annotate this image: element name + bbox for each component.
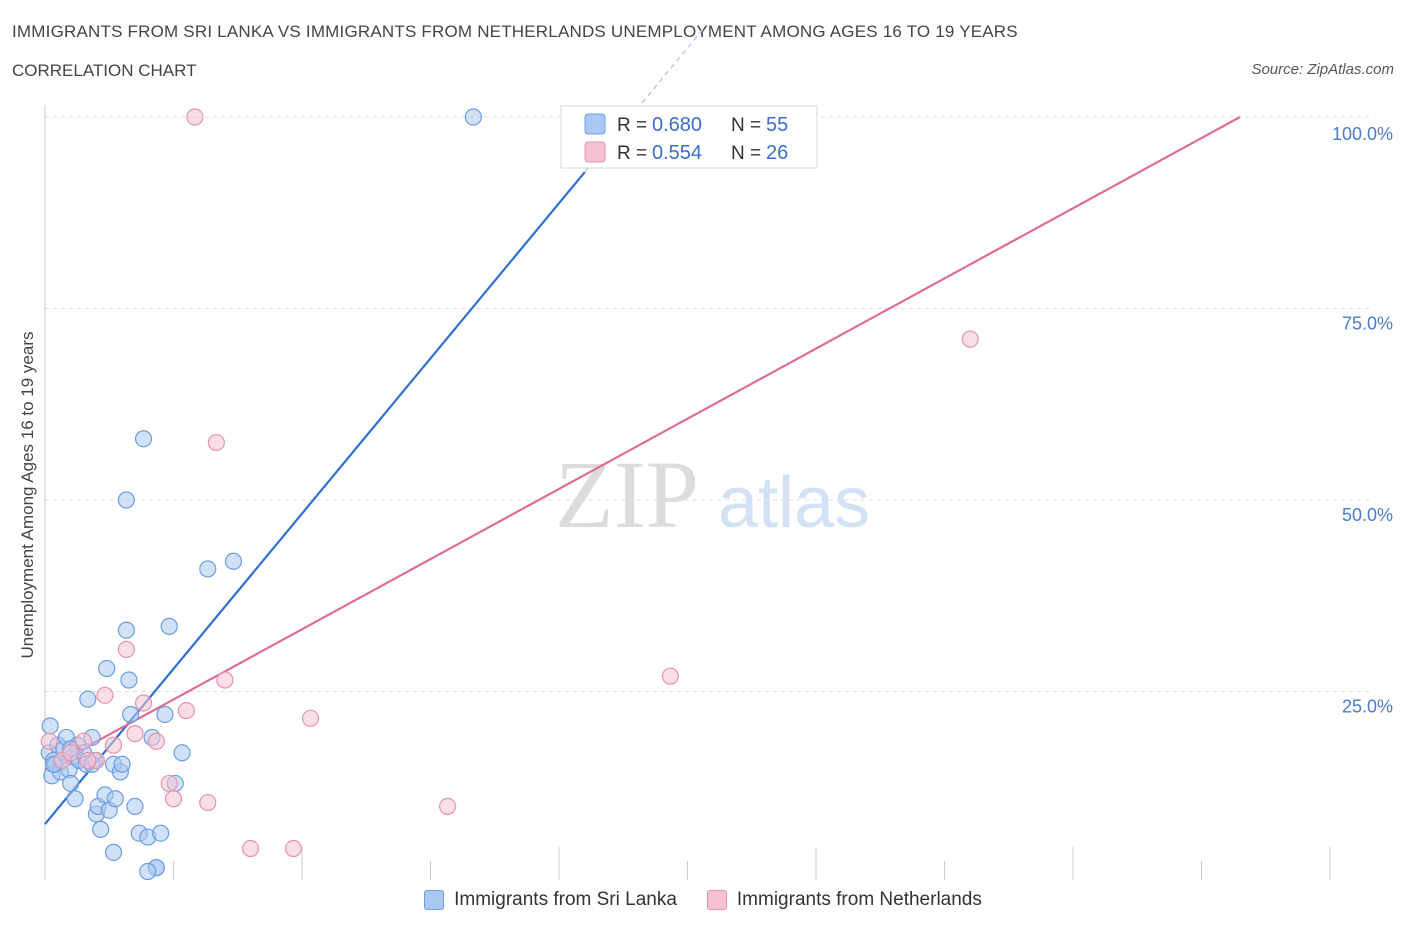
legend-item-sri-lanka: Immigrants from Sri Lanka	[424, 889, 677, 911]
legend-n-value-2: 26	[766, 142, 788, 164]
y-tick-label-1: 50.0%	[1342, 505, 1393, 525]
point-s1-19	[284, 839, 303, 858]
legend-n-value-1: 55	[766, 114, 788, 136]
point-s0-30	[113, 755, 131, 773]
legend-label-sri-lanka: Immigrants from Sri Lanka	[454, 889, 677, 910]
point-s0-47	[139, 862, 157, 880]
chart-subtitle: CORRELATION CHART	[12, 61, 197, 80]
point-s1-12	[164, 790, 183, 808]
point-s0-31	[117, 621, 135, 639]
point-s1-10	[147, 732, 165, 750]
legend-r-label-1: R =	[617, 115, 647, 136]
correlation-legend: R = 0.680 N = 55 R = 0.554 N = 26	[560, 105, 818, 169]
point-s1-2	[62, 744, 80, 762]
point-s1-3	[74, 732, 93, 750]
source-note: Source: ZipAtlas.com	[1251, 61, 1394, 78]
point-s1-18	[242, 839, 260, 858]
point-s0-36	[134, 430, 153, 448]
point-s1-20	[301, 709, 320, 727]
point-s0-51	[464, 108, 482, 126]
legend-n-label-1: N =	[731, 115, 761, 136]
point-s1-11	[160, 774, 178, 793]
trend-line-1	[44, 116, 1241, 771]
point-s0-28	[106, 790, 124, 808]
legend-r-label-2: R =	[617, 143, 647, 164]
point-s0-11	[62, 774, 80, 793]
point-s0-45	[117, 491, 135, 509]
point-s0-33	[122, 705, 140, 724]
point-s1-6	[104, 736, 123, 754]
watermark: ZIP atlas	[555, 441, 870, 548]
point-s1-23	[661, 667, 679, 685]
point-s0-42	[160, 617, 178, 635]
legend-r-value-1: 0.680	[652, 114, 702, 136]
y-tick-label-2: 75.0%	[1342, 314, 1393, 334]
point-s1-17	[216, 671, 234, 689]
y-tick-label-3: 100.0%	[1332, 124, 1393, 144]
point-s1-25	[79, 751, 97, 770]
series-legend: Immigrants from Sri Lanka Immigrants fro…	[0, 889, 1406, 911]
point-s0-13	[66, 790, 84, 808]
legend-swatch-sri-lanka-bottom	[424, 890, 445, 910]
watermark-zip: ZIP	[555, 441, 699, 548]
point-s0-49	[199, 560, 217, 578]
legend-r-value-2: 0.554	[652, 142, 702, 164]
point-s1-7	[117, 640, 135, 658]
point-s1-21	[439, 797, 457, 816]
point-s1-0	[40, 732, 58, 750]
point-s0-40	[152, 824, 170, 842]
chart-title: IMMIGRANTS FROM SRI LANKA VS IMMIGRANTS …	[12, 22, 1018, 41]
tick-labels: 25.0%50.0%75.0%100.0%0.0%15.0%	[1332, 124, 1393, 717]
gridlines	[45, 116, 1370, 692]
point-s0-23	[92, 820, 110, 838]
watermark-atlas: atlas	[718, 463, 870, 543]
point-s0-50	[224, 552, 243, 570]
point-s1-13	[177, 702, 195, 720]
point-s1-14	[186, 108, 204, 126]
y-axis-title: Unemployment Among Ages 16 to 19 years	[18, 332, 37, 659]
point-s0-41	[156, 705, 174, 724]
point-s1-15	[199, 793, 217, 812]
point-s1-8	[134, 694, 153, 712]
point-s1-16	[207, 433, 225, 452]
point-s0-18	[79, 690, 97, 708]
legend-swatch-netherlands	[584, 141, 606, 163]
legend-swatch-sri-lanka	[584, 113, 606, 135]
point-s0-32	[120, 671, 138, 689]
point-s1-5	[96, 686, 114, 704]
point-s1-9	[126, 725, 144, 743]
y-tick-label-0: 25.0%	[1342, 697, 1393, 717]
legend-item-netherlands: Immigrants from Netherlands	[706, 889, 982, 911]
legend-n-label-2: N =	[731, 143, 761, 164]
legend-label-netherlands: Immigrants from Netherlands	[736, 889, 982, 910]
point-s0-48	[104, 843, 123, 861]
point-s0-25	[98, 659, 116, 678]
point-s1-24	[961, 330, 979, 348]
point-s0-44	[173, 744, 191, 762]
legend-swatch-netherlands-bottom	[706, 890, 727, 910]
scatter-chart: ZIP atlas 25.0%50.0%75.0%100.0%0.0%15.0%…	[18, 26, 1393, 880]
point-s0-1	[41, 717, 59, 735]
point-s0-34	[126, 797, 144, 816]
